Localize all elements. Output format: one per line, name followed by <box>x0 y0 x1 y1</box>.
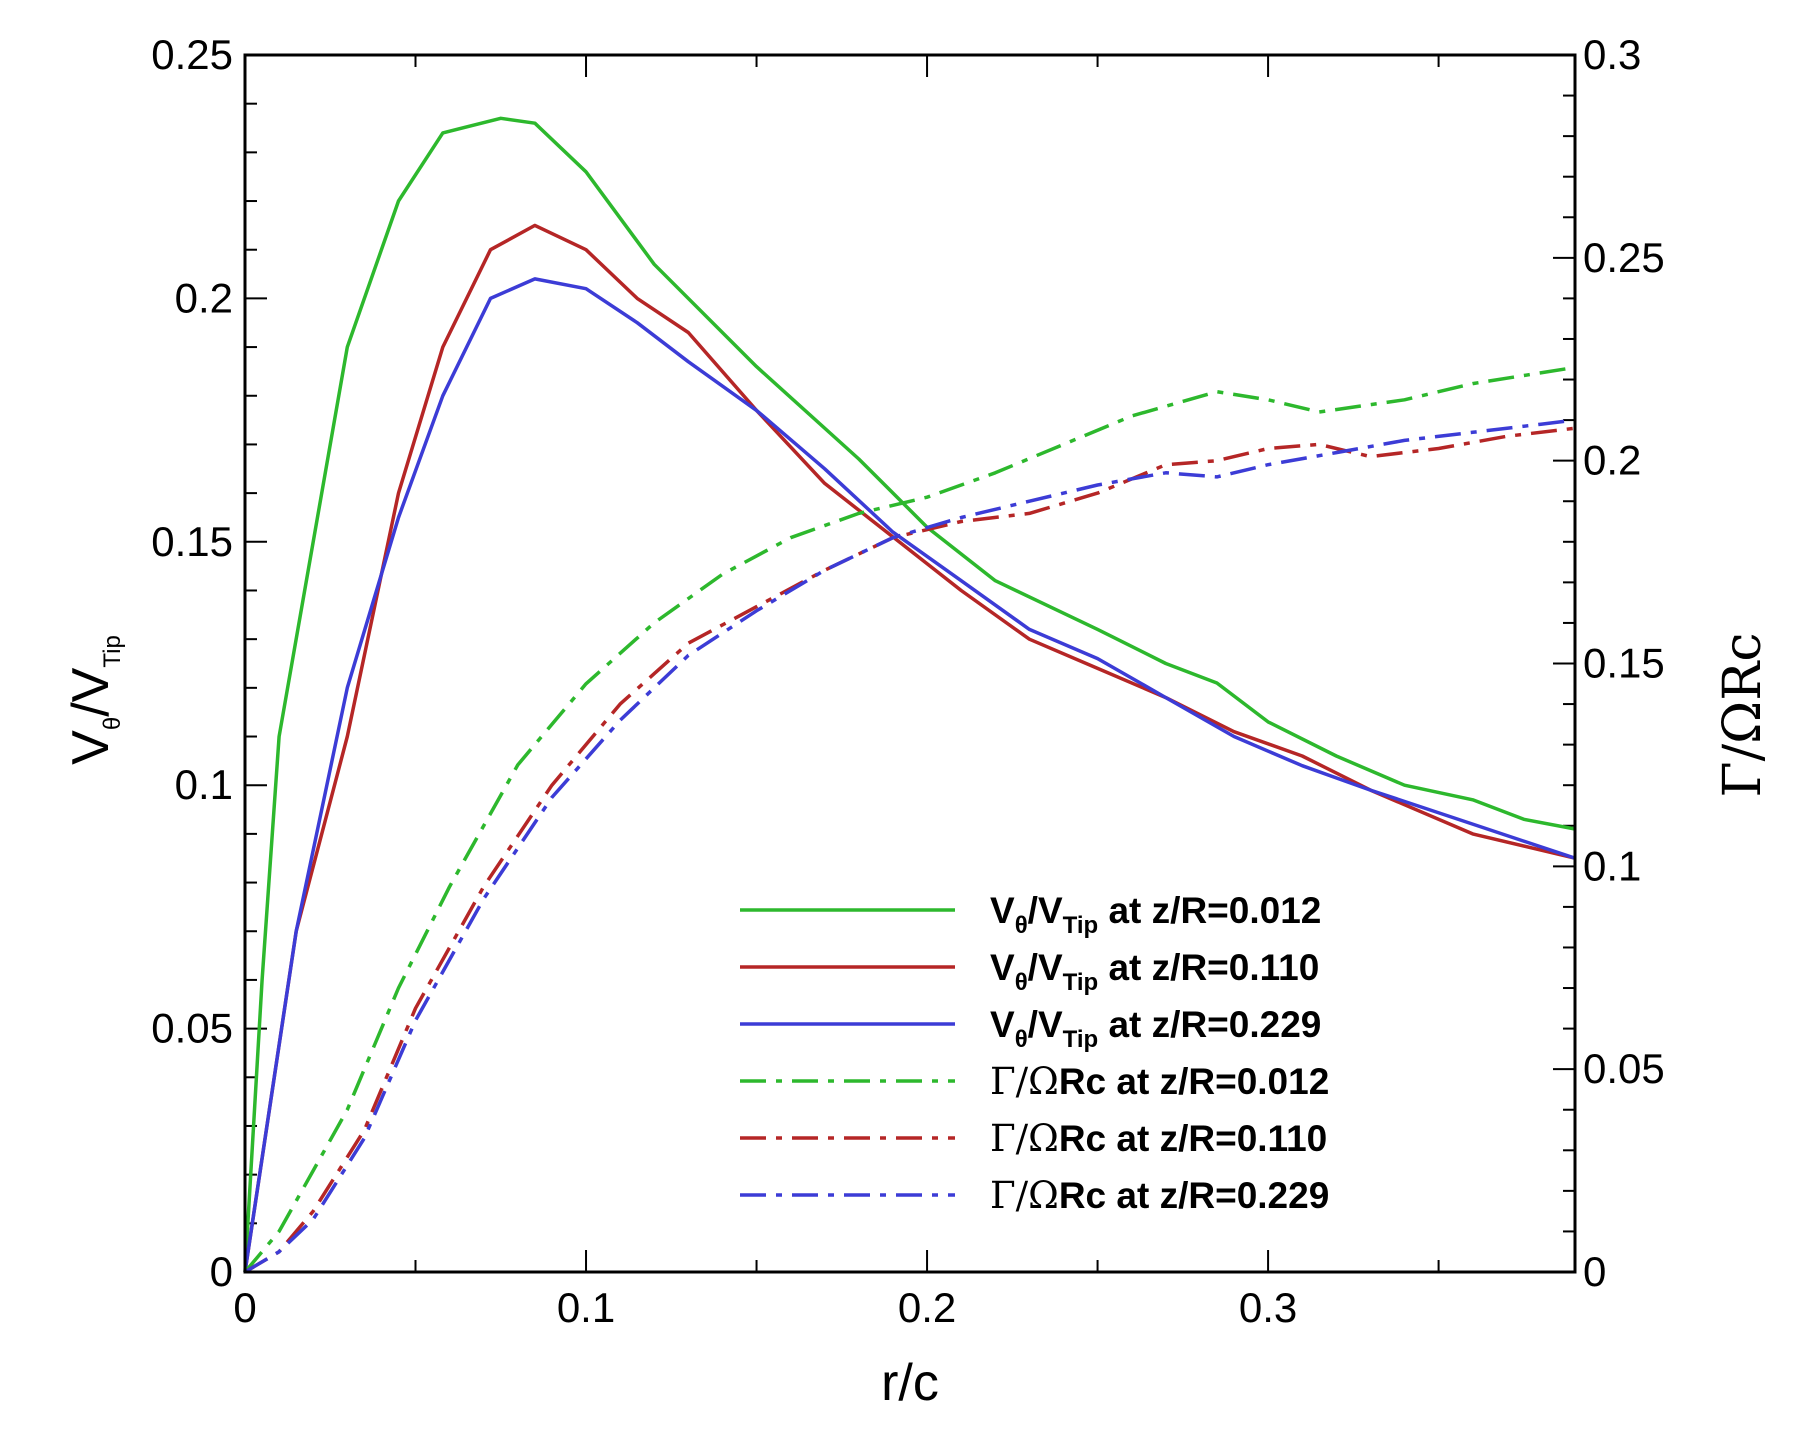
legend-label-2: Vθ/VTip at z/R=0.110 <box>990 947 1319 996</box>
y-left-tick-label: 0.25 <box>151 31 233 78</box>
legend-label-1: Vθ/VTip at z/R=0.012 <box>990 890 1321 939</box>
series-line-6 <box>244 418 1576 1274</box>
x-tick-label: 0.3 <box>1239 1284 1297 1331</box>
y-left-tick-label: 0.15 <box>151 518 233 565</box>
y-left-axis-title: Vθ/VTip <box>62 635 126 765</box>
y-right-tick-label: 0 <box>1583 1248 1606 1295</box>
series-layer <box>243 116 1576 1274</box>
y-left-tick-label: 0.05 <box>151 1005 233 1052</box>
y-right-tick-label: 0.05 <box>1583 1045 1665 1092</box>
legend-label-6: Γ/ΩRc at z/R=0.229 <box>990 1174 1329 1217</box>
x-tick-label: 0.1 <box>557 1284 615 1331</box>
series-line-2 <box>243 223 1576 1273</box>
legend-label-5: Γ/ΩRc at z/R=0.110 <box>990 1117 1327 1160</box>
legend-label-4: Γ/ΩRc at z/R=0.012 <box>990 1060 1329 1103</box>
x-tick-label: 0 <box>233 1284 256 1331</box>
y-left-tick-label: 0.2 <box>175 274 233 321</box>
y-right-tick-label: 0.3 <box>1583 31 1641 78</box>
series-line-1 <box>243 116 1576 1273</box>
series-line-3 <box>243 277 1576 1273</box>
series-line-4 <box>243 365 1576 1274</box>
y-right-tick-label: 0.15 <box>1583 640 1665 687</box>
axis-ticks <box>244 54 1575 1273</box>
y-left-tick-label: 0 <box>210 1248 233 1295</box>
plot-frame <box>243 53 1577 1274</box>
legend: Vθ/VTip at z/R=0.012 Vθ/VTip at z/R=0.110… <box>740 890 1329 1217</box>
y-right-tick-label: 0.1 <box>1583 842 1641 889</box>
series-line-5 <box>244 426 1576 1274</box>
y-right-tick-label: 0.25 <box>1583 234 1665 281</box>
y-right-tick-label: 0.2 <box>1583 437 1641 484</box>
x-tick-label: 0.2 <box>898 1284 956 1331</box>
x-axis-title: r/c <box>881 1354 939 1412</box>
y-left-tick-label: 0.1 <box>175 761 233 808</box>
legend-label-3: Vθ/VTip at z/R=0.229 <box>990 1004 1321 1053</box>
y-right-axis-title: Γ/ΩRc <box>1713 633 1773 798</box>
tick-labels: 0 0.1 0.2 0.3 0 0.05 0.1 0.15 0.2 0.25 0 0.05 0.1 0.1… <box>151 31 1665 1331</box>
